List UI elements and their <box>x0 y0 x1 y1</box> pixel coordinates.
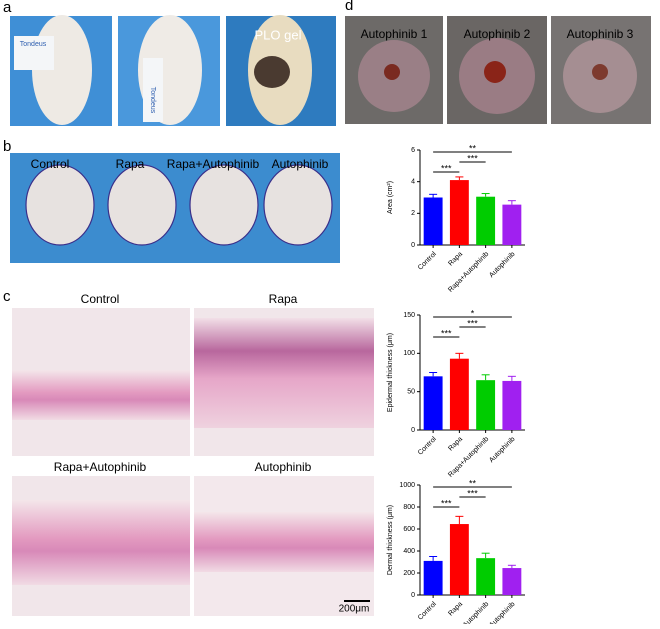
y-tick-label: 0 <box>411 427 415 434</box>
photo-label: Autophinib 2 <box>464 27 531 41</box>
panel-label: c <box>3 288 11 305</box>
significance-label: *** <box>467 153 478 163</box>
error-bar <box>429 193 438 198</box>
photo-label: Autophinib 1 <box>361 27 428 41</box>
bar <box>502 204 522 245</box>
bar <box>449 524 469 595</box>
x-tick-label: Rapa <box>447 251 464 268</box>
error-bar <box>455 176 464 181</box>
x-tick-label: Autophinib <box>488 601 516 624</box>
x-tick-label: Rapa <box>447 601 464 618</box>
y-tick-label: 0 <box>411 592 415 599</box>
panel-label: d <box>345 0 353 14</box>
y-tick-label: 200 <box>403 570 415 577</box>
photo-label: Rapa <box>116 157 145 171</box>
tape-label: Tondeus <box>149 87 156 114</box>
y-tick-label: 6 <box>411 147 415 154</box>
error-bar <box>429 372 438 377</box>
significance-label: *** <box>441 328 452 338</box>
y-tick-label: 4 <box>411 179 415 186</box>
bar <box>423 376 443 430</box>
scale-bar-label: 200μm <box>339 604 370 615</box>
error-bar <box>507 375 516 381</box>
error-bar <box>481 374 490 381</box>
y-axis-label: Area (cm²) <box>387 181 394 214</box>
significance-label: ** <box>469 478 477 488</box>
significance-label: *** <box>467 318 478 328</box>
error-bar <box>507 200 516 205</box>
bar <box>449 358 469 430</box>
x-tick-label: Rapa <box>447 436 464 453</box>
x-tick-label: Control <box>417 250 438 271</box>
x-tick-label: Autophinib <box>488 251 516 279</box>
photo-label: Control <box>31 157 70 171</box>
error-bar <box>481 193 490 197</box>
error-bar <box>481 552 490 559</box>
bar <box>476 558 496 595</box>
y-axis-label: Epidermal thickness (μm) <box>387 333 394 412</box>
photo-label: Rapa+Autophinib <box>167 157 260 171</box>
error-bar <box>507 564 516 569</box>
y-axis-label: Dermal thickness (μm) <box>387 505 394 575</box>
panel-label: b <box>3 138 11 155</box>
bar <box>502 380 522 430</box>
y-tick-label: 50 <box>407 389 415 396</box>
bar <box>423 197 443 245</box>
y-tick-label: 600 <box>403 526 415 533</box>
y-tick-label: 400 <box>403 548 415 555</box>
y-tick-label: 0 <box>411 242 415 249</box>
photo-label: Control <box>81 292 120 306</box>
error-bar <box>455 515 464 525</box>
photo-label: PLO gel <box>255 27 302 42</box>
error-bar <box>429 556 438 561</box>
significance-label: *** <box>467 488 478 498</box>
photos-d <box>345 16 651 124</box>
significance-label: ** <box>469 143 477 153</box>
y-tick-label: 1000 <box>399 482 415 489</box>
x-tick-label: Autophinib <box>488 436 516 464</box>
y-tick-label: 100 <box>403 350 415 357</box>
tape-label: Tondeus <box>20 41 47 48</box>
photo-label: Autophinib <box>272 157 329 171</box>
bar <box>476 196 496 245</box>
photo-b <box>10 153 340 263</box>
significance-label: * <box>471 308 475 318</box>
photo-label: Rapa+Autophinib <box>54 460 147 474</box>
bar <box>423 560 443 595</box>
significance-label: *** <box>441 498 452 508</box>
y-tick-label: 800 <box>403 504 415 511</box>
panel-label: a <box>3 0 12 16</box>
x-tick-label: Control <box>417 435 438 456</box>
bar <box>476 380 496 430</box>
bar <box>449 180 469 245</box>
photo-label: Autophinib 3 <box>567 27 634 41</box>
y-tick-label: 2 <box>411 210 415 217</box>
y-tick-label: 150 <box>403 312 415 319</box>
bar <box>502 568 522 595</box>
error-bar <box>455 352 464 359</box>
photo-label: Rapa <box>269 292 298 306</box>
significance-label: *** <box>441 163 452 173</box>
photo-label: Autophinib <box>255 460 312 474</box>
photos-a <box>10 15 336 126</box>
x-tick-label: Control <box>417 600 438 621</box>
histology <box>12 308 374 616</box>
